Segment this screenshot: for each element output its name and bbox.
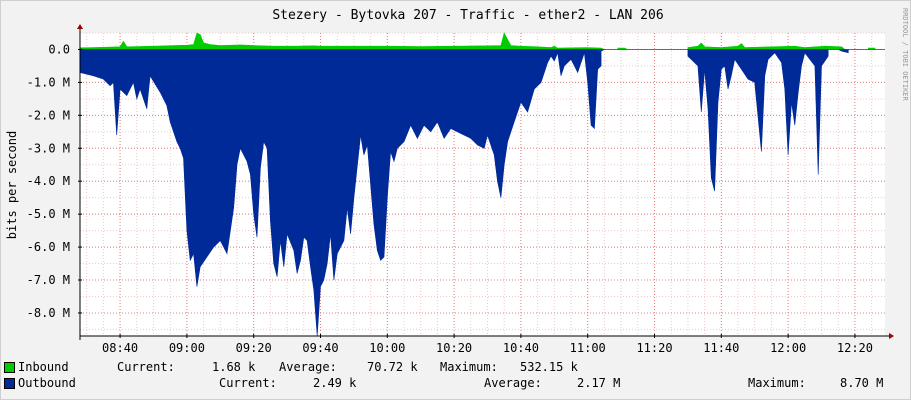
- y-tick-label: -2.0 M: [27, 108, 70, 122]
- outbound-area: [79, 49, 885, 337]
- legend-swatch-inbound: [4, 362, 15, 373]
- x-tick-label: 12:20: [837, 341, 873, 355]
- rrdtool-watermark: RRDTOOL / TOBI OETIKER: [901, 8, 909, 102]
- legend-inbound-name: Inbound: [18, 360, 69, 374]
- x-tick-label: 10:40: [503, 341, 539, 355]
- inbound-area: [79, 32, 885, 50]
- series-layer: [79, 32, 885, 337]
- y-tick-label: -4.0 M: [27, 174, 70, 188]
- legend-inbound-current-label: Current:: [117, 360, 175, 374]
- x-axis-arrow: [889, 333, 894, 339]
- legend-outbound-name: Outbound: [18, 376, 76, 390]
- legend-outbound-maximum: 8.70 M: [840, 376, 884, 390]
- x-tick-label: 10:00: [369, 341, 405, 355]
- x-tick-label: 11:20: [636, 341, 672, 355]
- x-tick-labels: 08:40 09:00 09:20 09:40 10:00 10:20 10:40 11:00…: [102, 341, 873, 355]
- chart-title: Stezery - Bytovka 207 - Traffic - ether2…: [272, 8, 663, 23]
- legend-inbound-average: 70.72 k: [367, 360, 418, 374]
- legend-outbound-current-label: Current:: [219, 376, 277, 390]
- x-tick-label: 09:40: [302, 341, 338, 355]
- legend-outbound-average: 2.17 M: [577, 376, 621, 390]
- x-tick-label: 11:40: [703, 341, 739, 355]
- x-tick-label: 10:20: [436, 341, 472, 355]
- x-tick-label: 08:40: [102, 341, 138, 355]
- y-tick-label: -1.0 M: [27, 75, 70, 89]
- y-tick-label: -5.0 M: [27, 207, 70, 221]
- legend-outbound-average-label: Average:: [484, 376, 542, 390]
- legend-inbound-current: 1.68 k: [212, 360, 256, 374]
- x-tick-label: 12:00: [770, 341, 806, 355]
- legend-outbound-current: 2.49 k: [313, 376, 357, 390]
- axes: [77, 24, 894, 340]
- x-tick-label: 09:00: [169, 341, 205, 355]
- y-axis-arrow: [77, 24, 83, 29]
- x-tick-label: 11:00: [570, 341, 606, 355]
- y-tick-label: -7.0 M: [27, 273, 70, 287]
- legend-outbound-maximum-label: Maximum:: [748, 376, 806, 390]
- y-tick-label: -3.0 M: [27, 141, 70, 155]
- legend-swatch-outbound: [4, 378, 15, 389]
- y-axis-label: bits per second: [5, 131, 19, 239]
- legend-inbound-maximum-label: Maximum:: [440, 360, 498, 374]
- y-tick-label: 0.0: [48, 42, 70, 56]
- legend-inbound-maximum: 532.15 k: [520, 360, 578, 374]
- x-tick-label: 09:20: [236, 341, 272, 355]
- y-tick-label: -6.0 M: [27, 240, 70, 254]
- legend-inbound-average-label: Average:: [279, 360, 337, 374]
- y-tick-labels: 0.0 -1.0 M -2.0 M -3.0 M -4.0 M -5.0 M -6.0 M -…: [27, 42, 70, 319]
- y-tick-label: -8.0 M: [27, 306, 70, 320]
